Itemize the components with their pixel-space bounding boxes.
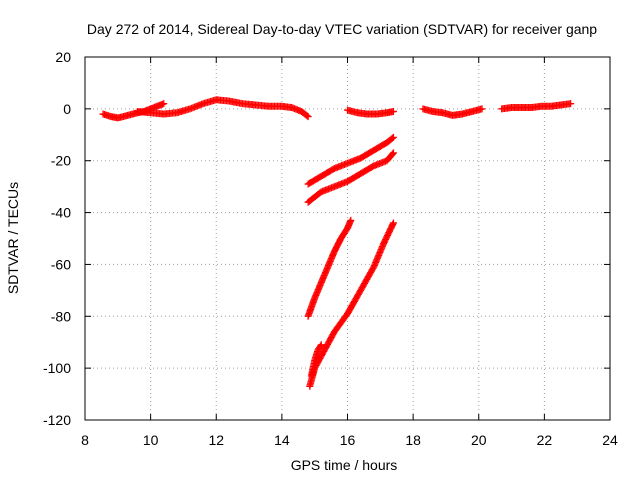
- series-arc-3: [344, 106, 397, 118]
- tick-labels: 8 10 12 14 16 18 20 22 24 20 0 -20 -40 -60 -80 -100 -120: [43, 49, 618, 448]
- y-tick-label: 0: [63, 101, 71, 117]
- chart-title: Day 272 of 2014, Sidereal Day-to-day VTE…: [87, 21, 597, 37]
- series-arc-9: [306, 219, 397, 390]
- grid: [85, 57, 610, 420]
- data-point: [389, 220, 397, 228]
- y-tick-label: -80: [51, 308, 71, 324]
- series-arc-2: [134, 96, 312, 121]
- data-point: [567, 100, 575, 108]
- data-point: [317, 341, 325, 349]
- x-tick-label: 10: [143, 432, 159, 448]
- data-point: [389, 133, 397, 141]
- data-point: [388, 134, 396, 142]
- x-tick-label: 16: [340, 432, 356, 448]
- data-point: [389, 107, 397, 115]
- axis-ticks: [84, 56, 611, 421]
- x-tick-label: 20: [471, 432, 487, 448]
- x-tick-label: 24: [602, 432, 618, 448]
- series-arc-10: [307, 341, 325, 380]
- series-arc-7: [304, 149, 397, 206]
- x-axis-label: GPS time / hours: [291, 457, 398, 473]
- y-tick-label: 20: [55, 49, 71, 65]
- x-tick-label: 12: [208, 432, 224, 448]
- y-tick-label: -20: [51, 153, 71, 169]
- y-tick-label: -40: [51, 205, 71, 221]
- series-arc-5: [498, 100, 575, 113]
- data-point: [347, 216, 355, 224]
- data-point: [389, 219, 397, 227]
- series-arc-4: [419, 105, 486, 119]
- y-tick-label: -120: [43, 412, 71, 428]
- x-tick-label: 22: [537, 432, 553, 448]
- y-tick-label: -100: [43, 360, 71, 376]
- data-point: [389, 149, 397, 157]
- series-arc-8: [304, 216, 355, 320]
- data-point: [160, 100, 168, 108]
- x-tick-label: 8: [81, 432, 89, 448]
- data-points: [99, 96, 575, 390]
- x-tick-label: 18: [405, 432, 421, 448]
- y-tick-label: -60: [51, 256, 71, 272]
- data-point: [304, 113, 312, 121]
- data-point: [303, 112, 311, 120]
- x-tick-label: 14: [274, 432, 290, 448]
- data-point: [316, 342, 324, 350]
- data-point: [478, 105, 486, 113]
- data-point: [389, 150, 396, 158]
- y-axis-label: SDTVAR / TECUs: [5, 182, 21, 294]
- series-arc-6: [304, 133, 397, 188]
